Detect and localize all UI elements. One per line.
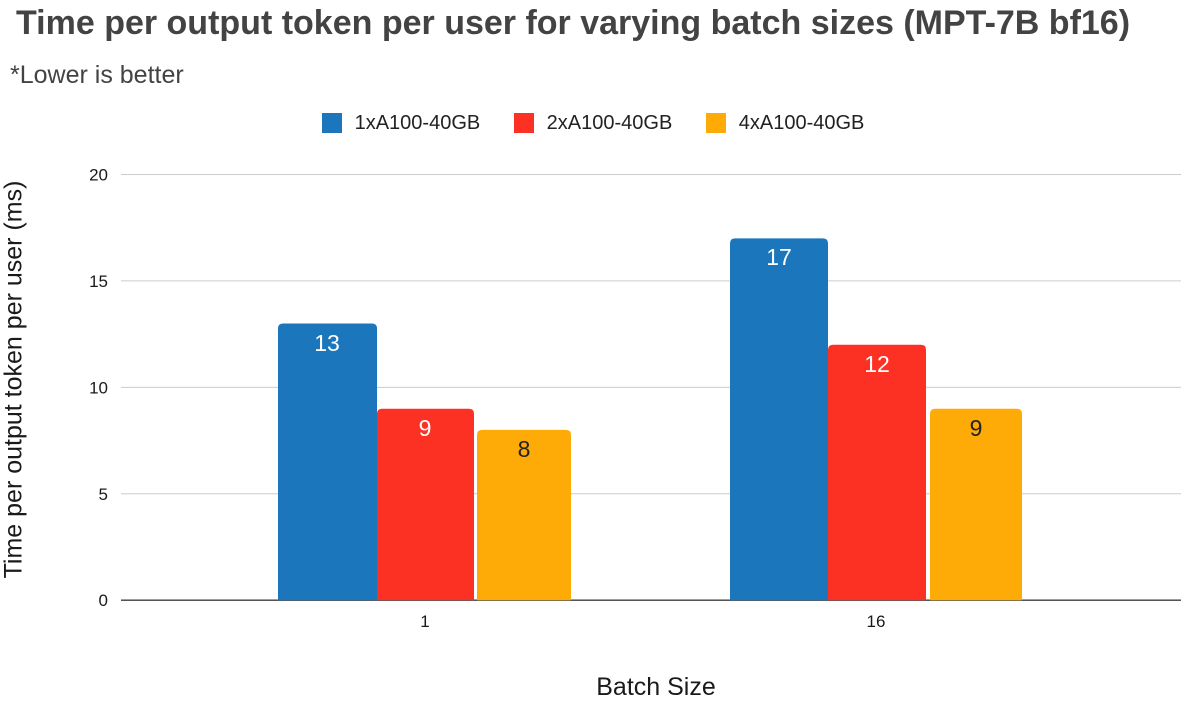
svg-text:16: 16	[867, 612, 886, 631]
svg-text:15: 15	[89, 272, 108, 291]
svg-text:12: 12	[864, 351, 890, 377]
svg-text:17: 17	[766, 244, 792, 270]
svg-text:20: 20	[89, 166, 108, 185]
svg-text:10: 10	[89, 378, 108, 397]
svg-text:13: 13	[314, 330, 340, 356]
svg-text:9: 9	[419, 415, 432, 441]
svg-text:5: 5	[99, 485, 108, 504]
svg-text:9: 9	[970, 415, 983, 441]
svg-text:8: 8	[518, 436, 531, 462]
svg-text:1: 1	[420, 612, 429, 631]
svg-text:0: 0	[99, 591, 108, 610]
